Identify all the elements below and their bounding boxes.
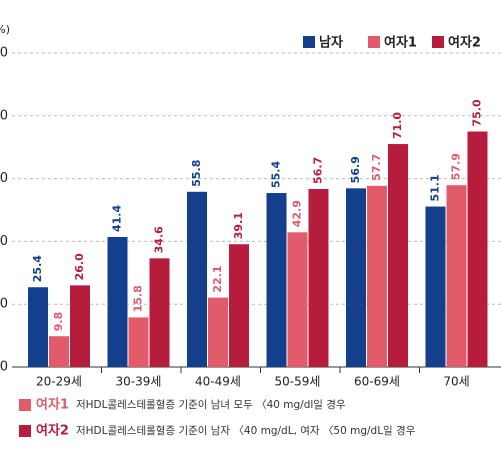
bar	[467, 131, 488, 367]
bar	[388, 144, 408, 367]
value-label: 15.8	[132, 285, 145, 312]
bar	[128, 317, 149, 367]
note-text: 저HDL콜레스테롤혈증 기준이 남녀 모두 〈40 mg/dl일 경우	[76, 398, 346, 411]
bar	[446, 185, 467, 367]
bar	[70, 285, 90, 367]
x-tick-label: 60-69세	[354, 375, 400, 389]
bar	[28, 287, 48, 367]
value-label: 55.4	[270, 161, 283, 188]
note-label: 여자2	[36, 423, 69, 439]
value-label: 51.1	[429, 174, 442, 201]
x-tick-label: 30-39세	[116, 375, 162, 389]
legend-label: 여자1	[384, 35, 417, 51]
bar	[266, 193, 287, 367]
value-label: 75.0	[471, 99, 484, 126]
note-text: 저HDL콜레스테롤혈증 기준이 남자 〈40 mg/dL, 여자 〈50 mg/…	[76, 424, 416, 437]
value-label: 42.9	[291, 200, 304, 227]
bar	[229, 244, 249, 367]
y-tick-label: 40	[0, 234, 8, 249]
bar	[308, 188, 329, 367]
y-tick-label: 100	[0, 46, 8, 61]
bar	[346, 188, 366, 367]
y-tick-label: 60	[0, 171, 8, 186]
y-axis-label: (%)	[0, 23, 10, 36]
x-tick-label: 70세	[443, 375, 469, 389]
note-swatch	[19, 399, 31, 411]
legend-swatch	[432, 36, 444, 48]
value-label: 26.0	[73, 253, 86, 280]
bar	[49, 336, 69, 367]
value-label: 9.8	[52, 312, 65, 332]
value-label: 41.4	[111, 205, 124, 232]
note-label: 여자1	[36, 397, 69, 413]
y-tick-label: 0	[0, 360, 8, 375]
value-label: 22.1	[211, 265, 224, 292]
bar	[149, 258, 170, 367]
value-label: 71.0	[391, 112, 404, 139]
bar	[208, 297, 228, 367]
legend-label: 여자2	[448, 35, 481, 51]
bar	[367, 185, 387, 367]
bar	[425, 206, 446, 367]
legend-swatch	[303, 36, 315, 48]
legend-swatch	[368, 36, 380, 48]
value-label: 55.8	[190, 160, 203, 187]
y-tick-label: 80	[0, 108, 8, 123]
value-label: 56.7	[312, 157, 325, 184]
x-tick-label: 40-49세	[195, 375, 241, 389]
value-label: 56.9	[349, 156, 362, 183]
value-label: 57.7	[370, 154, 383, 181]
bar	[287, 232, 308, 367]
x-tick-label: 50-59세	[275, 375, 321, 389]
value-label: 57.9	[450, 153, 463, 180]
bar	[187, 191, 207, 367]
y-tick-label: 20	[0, 297, 8, 312]
bar	[107, 237, 128, 367]
value-label: 39.1	[232, 212, 245, 239]
value-label: 34.6	[153, 226, 166, 253]
note-swatch	[19, 425, 31, 437]
x-tick-label: 20-29세	[36, 375, 82, 389]
value-label: 25.4	[31, 255, 44, 282]
legend-label: 남자	[319, 35, 343, 51]
